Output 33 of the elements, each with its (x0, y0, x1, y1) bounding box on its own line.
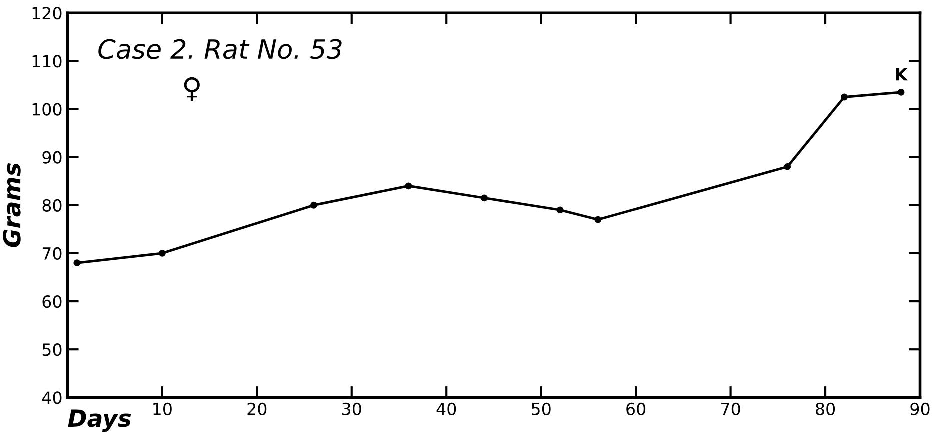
x-tick-label: 80 (816, 402, 836, 416)
y-tick-label: 70 (42, 247, 62, 260)
annotation: K (896, 68, 908, 81)
point (405, 182, 412, 190)
x-tick-label: 20 (248, 402, 267, 416)
point (74, 260, 81, 267)
x-tick-label: 30 (342, 402, 362, 416)
point (556, 206, 564, 214)
y-axis-title: Grams (3, 163, 21, 248)
x-tick-label: 90 (910, 402, 930, 416)
x-axis-title: Days (68, 410, 132, 432)
y-tick-label: 100 (32, 103, 62, 116)
point (481, 194, 488, 202)
y-tick-label: 60 (42, 295, 62, 308)
point (784, 163, 792, 170)
point (898, 88, 905, 96)
point (158, 250, 166, 257)
point (594, 216, 602, 224)
point (841, 94, 848, 101)
y-tick-label: 80 (42, 199, 62, 212)
text: Case 2. Rat No. 53 (98, 39, 342, 60)
y-tick-label: 110 (32, 55, 62, 68)
y-tick-label: 40 (42, 392, 62, 404)
x-tick-label: 50 (532, 402, 551, 416)
x-tick-label: 40 (436, 402, 456, 416)
y-tick-label: 50 (42, 344, 62, 356)
annotation: ♀ (184, 77, 200, 102)
x-tick-label: 10 (154, 402, 172, 416)
y-tick-label: 90 (42, 151, 62, 164)
y-tick-label: 120 (32, 7, 62, 20)
x-tick-label: 60 (626, 402, 646, 416)
x-tick-label: 70 (722, 402, 740, 416)
point (310, 202, 318, 209)
